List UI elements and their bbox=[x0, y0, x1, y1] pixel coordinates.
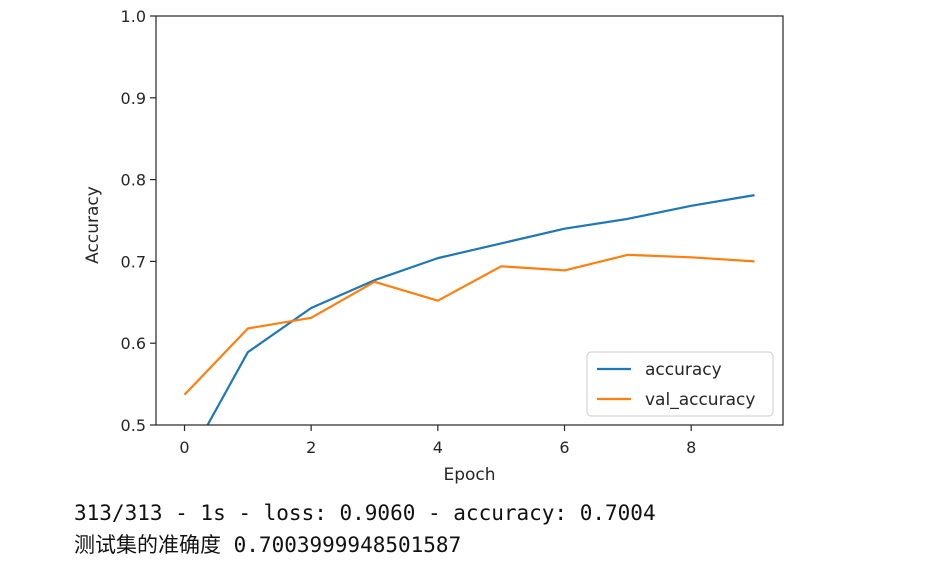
series-line-accuracy bbox=[206, 194, 755, 425]
plot-frame bbox=[155, 15, 784, 426]
y-tick-label: 0.9 bbox=[121, 89, 146, 108]
x-tick-label: 0 bbox=[179, 438, 189, 457]
x-axis-label: Epoch bbox=[443, 465, 495, 485]
legend-label-accuracy: accuracy bbox=[645, 360, 722, 380]
x-tick-label: 6 bbox=[559, 438, 569, 457]
y-tick-label: 0.6 bbox=[121, 334, 146, 353]
legend-box bbox=[586, 351, 774, 417]
y-tick-label: 0.7 bbox=[121, 252, 146, 271]
x-tick-label: 4 bbox=[433, 438, 443, 457]
legend: accuracy val_accuracy bbox=[586, 351, 774, 417]
y-tick-label: 0.5 bbox=[121, 416, 146, 435]
console-accuracy-line: 测试集的准确度 0.7003999948501587 bbox=[74, 533, 462, 557]
y-tick-label: 0.8 bbox=[121, 171, 146, 190]
console-eval-line: 313/313 - 1s - loss: 0.9060 - accuracy: … bbox=[74, 501, 656, 525]
x-tick-label: 2 bbox=[306, 438, 316, 457]
legend-label-val-accuracy: val_accuracy bbox=[645, 390, 755, 410]
series-line-val-accuracy bbox=[183, 253, 755, 396]
x-tick-label: 8 bbox=[686, 438, 696, 457]
y-axis-label: Accuracy bbox=[83, 186, 103, 264]
y-tick-label: 1.0 bbox=[121, 7, 146, 26]
